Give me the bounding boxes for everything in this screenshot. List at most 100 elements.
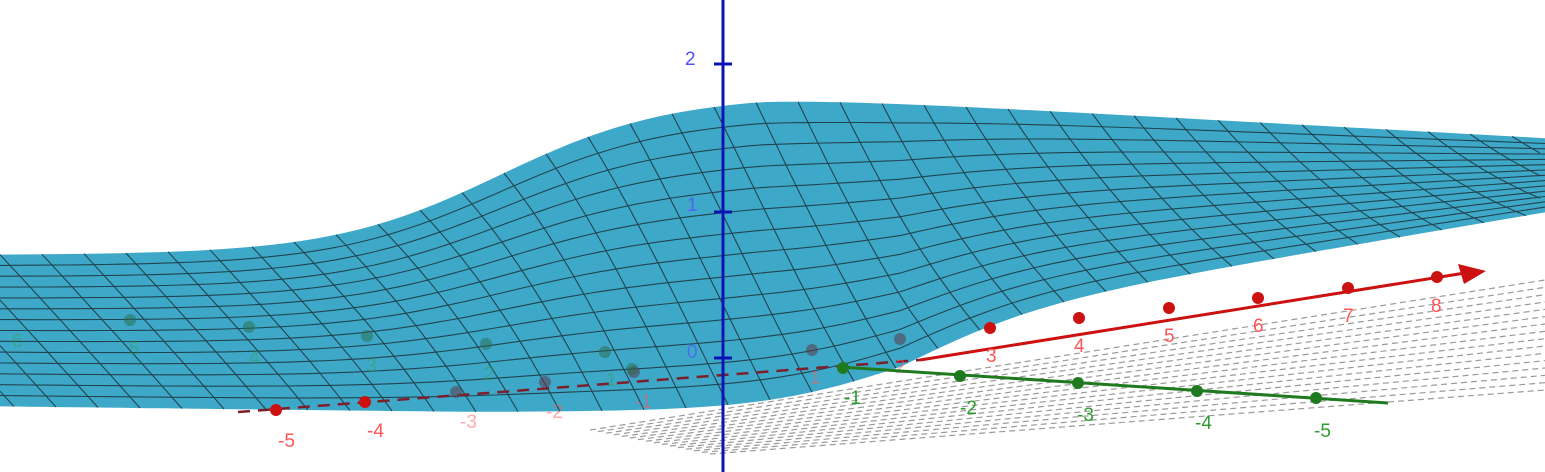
y-tick [954,370,966,382]
mesh-line [1469,133,1541,177]
mesh-line [1133,115,1275,260]
mesh-line [1175,117,1317,252]
mesh-line [461,192,603,411]
y-axis[interactable]: -5 -4 -3 -2 -1 1 2 3 4 5 6 [12,314,1389,442]
mesh-line [881,103,1023,316]
mesh-line [377,223,519,412]
x-axis-line [919,271,1466,362]
plane-grid-line [661,345,1545,445]
y-tick [1310,392,1322,404]
x-tick [1342,282,1354,294]
y-label: -3 [1077,405,1094,426]
x-label: 1 [810,368,821,389]
y-label: 6 [12,331,23,352]
x-tick [450,386,462,398]
y-axis-line [839,365,1389,405]
z-axis[interactable]: 2 1 0 [685,0,732,472]
x-tick [806,344,818,356]
x-label: 5 [1164,326,1175,347]
plane-grid-line [637,323,1545,441]
plane-grid-line [629,316,1545,439]
y-tick [599,346,611,358]
y-label: 4 [249,348,260,369]
x-tick [984,322,996,334]
surface-mesh [0,101,1545,413]
x-label: 2 [895,357,906,378]
mesh-line [0,299,99,408]
mesh-line [545,153,687,409]
mesh-line [0,345,57,408]
mesh-line [1301,124,1443,231]
x-label: 3 [986,346,997,367]
y-label: 1 [606,370,617,391]
x-label: -5 [278,431,295,452]
y-label: 5 [129,339,140,360]
x-label: -3 [460,412,477,433]
mesh-line [0,121,1545,266]
mesh-line [587,136,729,406]
mesh-line [293,241,435,412]
y-label: -4 [1195,413,1212,434]
mesh-line [0,201,1545,387]
x-label: 4 [1074,336,1085,357]
x-tick [539,376,551,388]
x-tick [1252,292,1264,304]
y-tick [837,362,849,374]
y-tick [124,314,136,326]
mesh-line [1511,135,1541,154]
mesh-line [0,158,1545,299]
mesh-line [839,102,981,331]
mesh-line [965,106,1107,292]
x-tick [270,404,282,416]
mesh-line [0,169,1545,321]
x-label: 7 [1343,306,1354,327]
mesh-line [125,252,267,410]
mesh-line [1091,113,1233,267]
y-tick [361,330,373,342]
y-tick [1191,385,1203,397]
y-tick [243,321,255,333]
mesh-line [923,104,1065,303]
plane-grid-line [677,360,1545,449]
mesh-line [503,172,645,410]
mesh-line [167,251,309,411]
y-label: -2 [960,398,977,419]
x-label: -1 [635,392,652,413]
x-label: 6 [1253,316,1264,337]
y-label: -5 [1314,421,1331,442]
mesh-line [755,102,897,369]
plane-grid-line [701,382,1545,453]
surface[interactable] [0,101,1545,413]
mesh-line [1343,126,1485,224]
mesh-line [1217,119,1359,245]
x-label: -4 [367,421,384,442]
plane-grid-line [693,374,1545,452]
mesh-line [797,101,939,349]
mesh-line [1427,131,1541,199]
mesh-line [1385,128,1527,217]
x-tick [359,396,371,408]
plane-grid-line [669,352,1545,447]
mesh-line [0,164,1545,310]
mesh-line [0,195,1545,376]
mesh-line [0,180,1545,343]
plane-grid-line [621,308,1545,437]
mesh-line [209,249,351,411]
mesh-line [0,138,1545,277]
plane-grid-line [589,279,1545,431]
plane-grid-line [645,330,1545,442]
x-axis-line-back [237,358,921,414]
mesh-line [251,246,393,412]
mesh-line [1259,122,1401,238]
mesh-line [41,253,183,409]
mesh-line [671,113,813,393]
surface-fill [0,101,1545,412]
mesh-line [0,151,1545,288]
mesh-line [713,106,855,382]
y-label: 2 [484,364,495,385]
mesh-line [83,253,225,410]
mesh-line [629,123,771,401]
mesh-line [0,206,1545,399]
x-tick [1431,271,1443,283]
